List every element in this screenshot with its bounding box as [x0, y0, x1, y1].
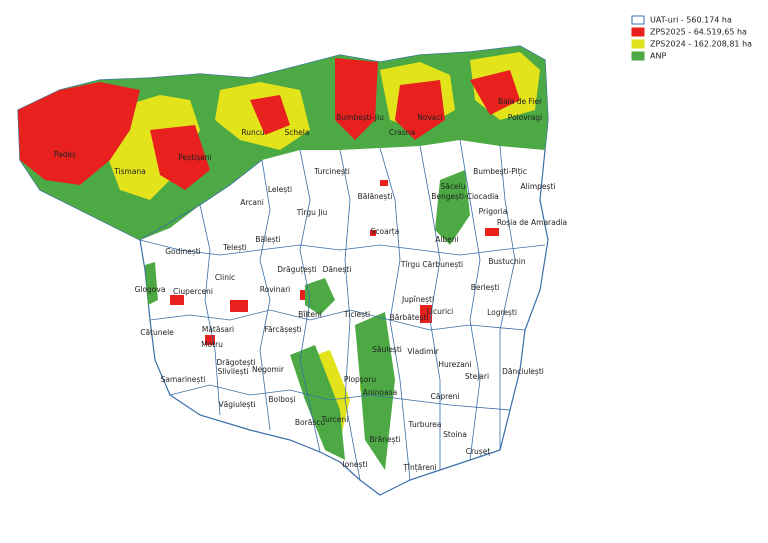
place-label: Drăguțești: [277, 265, 316, 275]
anp-areas: [145, 170, 470, 470]
place-label: Turburea: [408, 420, 442, 429]
place-label: Plopșoru: [344, 375, 377, 384]
place-label: Arcani: [240, 198, 264, 207]
place-label: Săulești: [372, 345, 402, 354]
place-label: Fărcășești: [264, 325, 301, 334]
place-label: Runcu: [241, 128, 265, 137]
legend-swatch: [631, 51, 645, 61]
place-label: Prigoria: [479, 207, 508, 216]
place-label: Tîrgu Jiu: [296, 208, 328, 217]
place-label: Mătăsari: [202, 325, 234, 334]
legend-label: ZPS2025 - 64.519,65 ha: [650, 28, 747, 37]
place-label: Bălești: [255, 235, 280, 244]
place-label: Țînțăreni: [402, 463, 436, 473]
place-label: Ciuperceni: [173, 287, 213, 296]
legend-label: ANP: [650, 52, 666, 61]
place-label: Turceni: [321, 415, 349, 424]
place-label: Hurezani: [438, 360, 471, 369]
place-label: Dănciulești: [502, 367, 544, 376]
place-label: Novaci: [417, 113, 442, 122]
place-label: Samarinești: [161, 375, 206, 384]
place-label: Telești: [222, 243, 247, 252]
place-label: Berlești: [471, 283, 499, 292]
place-label: Clinic: [215, 273, 235, 282]
place-label: Bustuchin: [488, 257, 525, 266]
place-label: Baia de Fier: [498, 97, 543, 106]
place-label: Drăgotești: [216, 358, 255, 367]
legend-swatch: [631, 15, 645, 25]
place-label: Rovinari: [260, 285, 291, 294]
zps2025-areas: [18, 58, 520, 345]
place-label: Ionești: [342, 460, 367, 469]
place-label: Logrești: [487, 308, 517, 317]
place-label: Bîlteni: [298, 310, 322, 319]
legend: UAT-uri - 560.174 ha ZPS2025 - 64.519,65 …: [631, 15, 752, 61]
place-label: Crasna: [389, 128, 415, 137]
legend-swatch: [631, 39, 645, 49]
place-label: Cătunele: [140, 328, 174, 337]
place-label: Crușeț: [466, 447, 491, 457]
place-label: Scoarța: [371, 227, 400, 237]
place-label: Roșia de Amaradia: [497, 218, 567, 227]
legend-label: ZPS2024 - 162.208,81 ha: [650, 40, 752, 49]
place-label: Motru: [201, 340, 223, 349]
place-label: Slivilești: [217, 367, 248, 376]
place-label: Licurici: [427, 307, 454, 316]
place-label: Bumbești-Pițic: [473, 167, 527, 177]
place-label: Albeni: [435, 235, 458, 244]
place-label: Lelești: [268, 185, 292, 194]
place-label: Bălănești: [358, 192, 393, 201]
place-label: Godinești: [165, 247, 201, 256]
place-label: Săcelu: [441, 182, 466, 191]
place-label: Polovragi: [508, 113, 542, 122]
place-label: Tîrgu Cărbunești: [400, 260, 463, 269]
place-label: Jupînești: [401, 295, 434, 304]
place-label: Negomir: [252, 365, 285, 374]
uat-boundaries: [139, 139, 546, 481]
place-label: Peștișani: [178, 153, 211, 162]
place-label: Ticlești: [343, 310, 370, 319]
place-label: Bumbești-Jiu: [336, 113, 384, 122]
place-label: Aninoasa: [363, 388, 397, 397]
place-label: Alimpești: [521, 182, 556, 191]
legend-label: UAT-uri - 560.174 ha: [650, 16, 732, 25]
legend-swatch: [631, 27, 645, 37]
place-label: Bengești-Ciocadia: [431, 192, 499, 201]
place-label: Padeș: [54, 150, 76, 159]
place-label: Stoina: [443, 430, 467, 439]
place-label: Dănești: [323, 265, 352, 274]
place-label: Glogova: [135, 285, 166, 294]
place-label: Schela: [285, 128, 310, 137]
place-label: Vladimir: [407, 347, 439, 356]
place-label: Căpreni: [431, 392, 460, 401]
place-label: Bărbătești: [390, 313, 429, 322]
place-label: Văgiulești: [219, 400, 256, 409]
place-label: Stejari: [465, 372, 489, 381]
place-label: Tismana: [113, 167, 146, 176]
place-label: Borăscu: [295, 418, 325, 427]
place-label: Turcinești: [313, 167, 350, 176]
place-label: Bolboși: [268, 395, 295, 404]
place-label: Brănești: [369, 435, 400, 444]
